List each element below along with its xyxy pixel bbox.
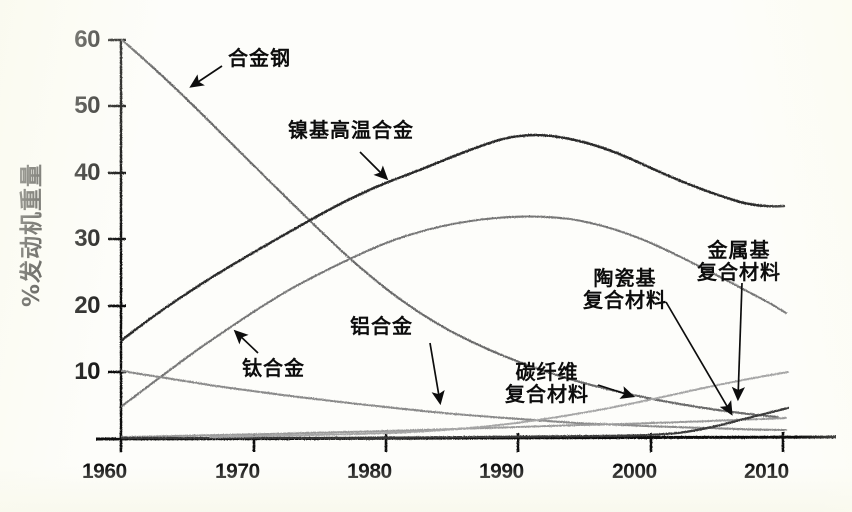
y-tick-label-10: 10 <box>74 358 100 385</box>
annotation-metal-matrix-line2: 复合材料 <box>697 259 781 284</box>
annotation-ceramic-matrix-composite: 陶瓷基 复合材料 <box>570 266 680 312</box>
x-tick-label-2010: 2010 <box>744 460 789 483</box>
annotation-nickel-superalloy: 镍基高温合金 <box>288 118 414 142</box>
annotation-alloy-steel: 合金钢 <box>228 46 291 70</box>
leader-aluminum-alloy <box>429 342 445 406</box>
x-tick-label-1960: 1960 <box>82 460 127 483</box>
annotation-carbon-fiber-composite: 碳纤维 复合材料 <box>492 360 602 406</box>
leader-nickel-superalloy <box>359 151 389 181</box>
series-line-nickel-superalloy <box>120 133 786 342</box>
x-tick-label-2000: 2000 <box>612 460 657 483</box>
y-tick-label-40: 40 <box>74 159 100 186</box>
x-tick-label-1980: 1980 <box>347 460 392 483</box>
series-line-ceramic-matrix-composite <box>120 406 790 440</box>
annotation-carbon-fiber-line2: 复合材料 <box>505 381 589 406</box>
annotation-ceramic-line2: 复合材料 <box>583 287 667 312</box>
x-tick-label-1970: 1970 <box>215 460 260 483</box>
y-axis-ticks <box>108 38 126 374</box>
annotation-metal-matrix-composite: 金属基 复合材料 <box>684 238 794 284</box>
annotation-metal-matrix-line1: 金属基 <box>707 238 771 262</box>
annotation-ceramic-line1: 陶瓷基 <box>593 266 657 290</box>
y-tick-label-30: 30 <box>74 225 100 252</box>
leader-carbon-fiber-composite <box>597 384 636 399</box>
leader-alloy-steel <box>189 65 223 88</box>
annotation-aluminum-alloy: 铝合金 <box>350 314 413 338</box>
y-tick-label-60: 60 <box>74 26 100 53</box>
x-tick-label-1990: 1990 <box>479 460 524 483</box>
leader-ceramic-matrix-composite <box>665 301 733 416</box>
series-line-alloy-steel <box>120 38 780 419</box>
annotation-titanium-alloy: 钛合金 <box>242 356 305 380</box>
leader-titanium-alloy <box>233 329 259 354</box>
y-tick-label-20: 20 <box>74 292 100 319</box>
annotation-carbon-fiber-line1: 碳纤维 <box>515 360 579 384</box>
y-tick-label-50: 50 <box>74 92 100 119</box>
